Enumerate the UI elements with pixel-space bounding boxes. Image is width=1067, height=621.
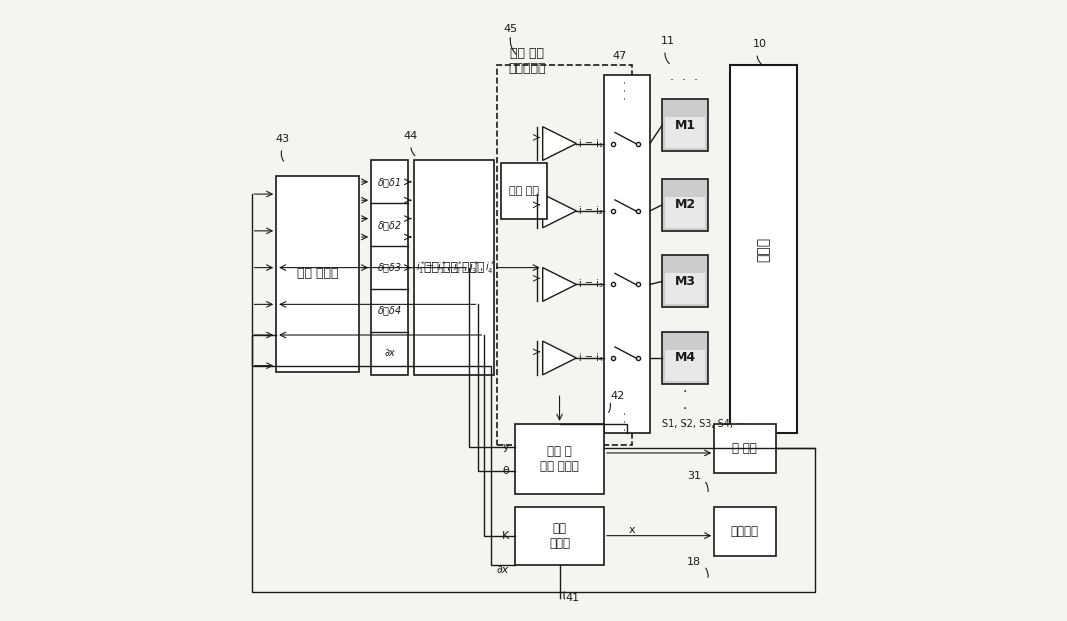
Text: x: x: [628, 525, 635, 535]
Text: M4: M4: [674, 351, 696, 365]
Text: δ＝δ4: δ＝δ4: [378, 306, 401, 315]
Text: ∂x: ∂x: [384, 348, 395, 358]
Text: M2: M2: [674, 198, 696, 211]
FancyBboxPatch shape: [714, 424, 776, 473]
Bar: [663, 332, 708, 384]
FancyBboxPatch shape: [414, 160, 494, 375]
Bar: [665, 273, 705, 304]
Text: K: K: [501, 531, 509, 541]
Text: 42: 42: [610, 391, 624, 401]
FancyBboxPatch shape: [515, 507, 604, 564]
FancyBboxPatch shape: [371, 160, 408, 375]
Text: S1, S2, S3, S4, ···: S1, S2, S3, S4, ···: [663, 419, 745, 429]
FancyBboxPatch shape: [501, 163, 547, 219]
Bar: [665, 196, 705, 228]
Polygon shape: [543, 127, 576, 160]
Text: i = i₁: i = i₁: [579, 138, 603, 148]
Text: 10: 10: [753, 39, 767, 49]
FancyBboxPatch shape: [714, 507, 776, 556]
Text: 섹션
결정부: 섹션 결정부: [550, 522, 570, 550]
Text: 41: 41: [566, 594, 579, 604]
Bar: [663, 99, 708, 151]
Text: 45: 45: [504, 24, 517, 34]
Text: · · ·: · · ·: [620, 80, 634, 100]
FancyBboxPatch shape: [276, 176, 359, 372]
Text: $i_1^*$= $i_1^*$, $i_2^*$, $i_3^*$, $i_4^*$: $i_1^*$= $i_1^*$, $i_2^*$, $i_3^*$, $i_4…: [416, 259, 495, 276]
Text: i = i₂: i = i₂: [579, 206, 603, 216]
Text: 갭 센서: 갭 센서: [732, 442, 758, 455]
Text: 궤환 전류: 궤환 전류: [509, 186, 539, 196]
Text: i = i₃: i = i₃: [579, 279, 603, 289]
Text: 31: 31: [687, 471, 701, 481]
FancyBboxPatch shape: [515, 424, 604, 494]
Text: M3: M3: [674, 275, 696, 288]
Text: ·
·
·: · · ·: [683, 385, 687, 432]
Text: 44: 44: [403, 131, 418, 141]
Text: 섹션 절환
전류제어기: 섹션 절환 전류제어기: [509, 47, 546, 75]
Text: δ＝δ2: δ＝δ2: [378, 220, 401, 230]
Text: 18: 18: [687, 556, 701, 567]
Text: · · ·: · · ·: [620, 410, 634, 431]
Bar: [497, 65, 632, 445]
Text: 11: 11: [662, 36, 675, 46]
Text: i = i₄: i = i₄: [579, 353, 603, 363]
Bar: [665, 350, 705, 381]
Bar: [663, 255, 708, 307]
Text: δ＝δ3: δ＝δ3: [378, 263, 401, 273]
Text: 47: 47: [612, 52, 626, 61]
Text: 부상 위치 제어기: 부상 위치 제어기: [424, 261, 484, 274]
Bar: [663, 179, 708, 231]
Polygon shape: [543, 268, 576, 301]
Text: 위치 및
각도 산출부: 위치 및 각도 산출부: [540, 445, 579, 473]
Polygon shape: [543, 194, 576, 228]
Text: δ＝δ1: δ＝δ1: [378, 177, 401, 187]
Bar: [665, 117, 705, 148]
Text: M1: M1: [674, 119, 696, 132]
Text: ∂x: ∂x: [496, 564, 509, 575]
Text: θ: θ: [503, 466, 509, 476]
Text: 위치센서: 위치센서: [731, 525, 759, 538]
Polygon shape: [543, 341, 576, 375]
Bar: [730, 65, 797, 433]
Text: ·  ·  ·: · · ·: [670, 75, 698, 87]
Text: y: y: [503, 442, 509, 452]
Text: 이송체: 이송체: [757, 237, 770, 262]
FancyBboxPatch shape: [604, 75, 650, 433]
Text: 거리 산출부: 거리 산출부: [297, 267, 338, 280]
Text: 43: 43: [275, 134, 289, 144]
